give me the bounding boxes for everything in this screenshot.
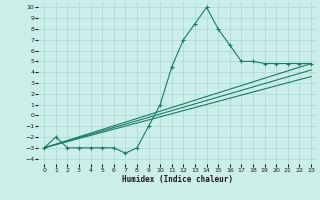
X-axis label: Humidex (Indice chaleur): Humidex (Indice chaleur) bbox=[122, 175, 233, 184]
